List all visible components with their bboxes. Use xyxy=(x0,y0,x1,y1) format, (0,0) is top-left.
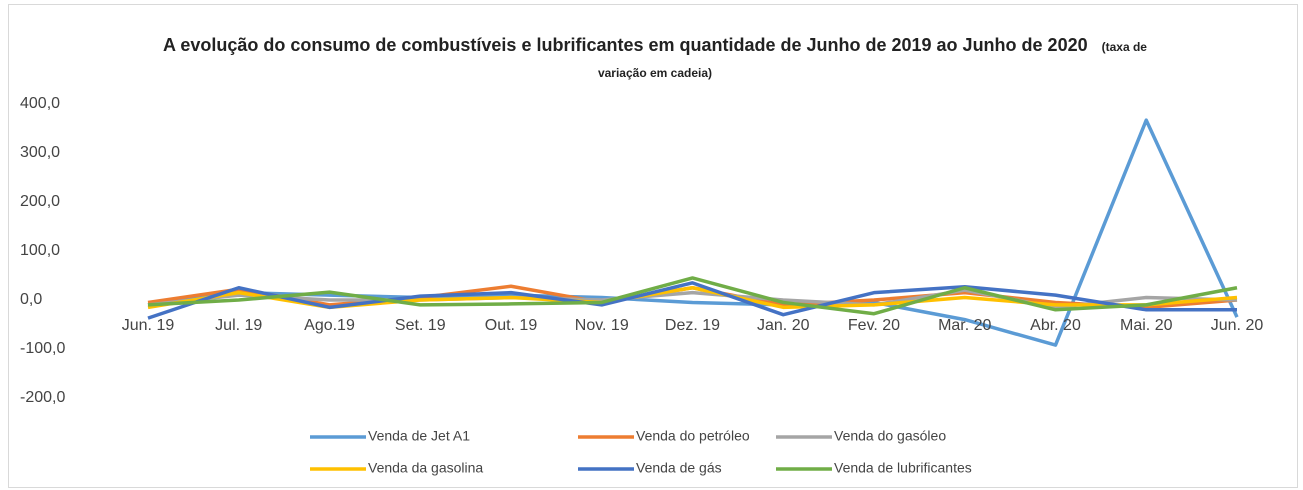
legend-label: Venda do petróleo xyxy=(636,428,750,444)
chart-frame xyxy=(8,4,1298,488)
y-tick-label: 100,0 xyxy=(20,242,60,259)
legend-label: Venda de gás xyxy=(636,460,722,476)
x-tick-label: Out. 19 xyxy=(485,317,538,334)
chart-title: A evolução do consumo de combustíveis e … xyxy=(163,35,1088,55)
series-line xyxy=(147,118,1239,347)
y-tick-label: 0,0 xyxy=(20,291,42,308)
x-tick-label: Abr. 20 xyxy=(1030,317,1081,334)
y-tick-label: 300,0 xyxy=(20,144,60,161)
y-tick-label: 200,0 xyxy=(20,193,60,210)
x-tick-label: Dez. 19 xyxy=(665,317,720,334)
y-tick-label: 400,0 xyxy=(20,95,60,112)
x-tick-label: Mai. 20 xyxy=(1120,317,1173,334)
x-tick-label: Jun. 19 xyxy=(122,317,175,334)
legend-label: Venda do gasóleo xyxy=(834,428,946,444)
series-line xyxy=(147,276,1238,316)
series-line xyxy=(147,281,1237,320)
x-tick-label: Jan. 20 xyxy=(757,317,810,334)
y-tick-label: -100,0 xyxy=(20,340,65,357)
legend-label: Venda da gasolina xyxy=(368,460,483,476)
x-tick-label: Jun. 20 xyxy=(1211,317,1264,334)
chart-title-block: A evolução do consumo de combustíveis e … xyxy=(150,33,1160,85)
y-tick-label: -200,0 xyxy=(20,389,65,406)
x-tick-label: Set. 19 xyxy=(395,317,446,334)
series-line xyxy=(147,288,1238,310)
legend-label: Venda de Jet A1 xyxy=(368,428,470,444)
x-tick-label: Mar. 20 xyxy=(938,317,991,334)
chart-subtitle: (taxa de variação em cadeia) xyxy=(597,40,1147,80)
x-tick-label: Fev. 20 xyxy=(848,317,900,334)
x-tick-label: Jul. 19 xyxy=(215,317,262,334)
legend-label: Venda de lubrificantes xyxy=(834,460,972,476)
x-tick-label: Nov. 19 xyxy=(575,317,629,334)
x-tick-label: Ago.19 xyxy=(304,317,355,334)
